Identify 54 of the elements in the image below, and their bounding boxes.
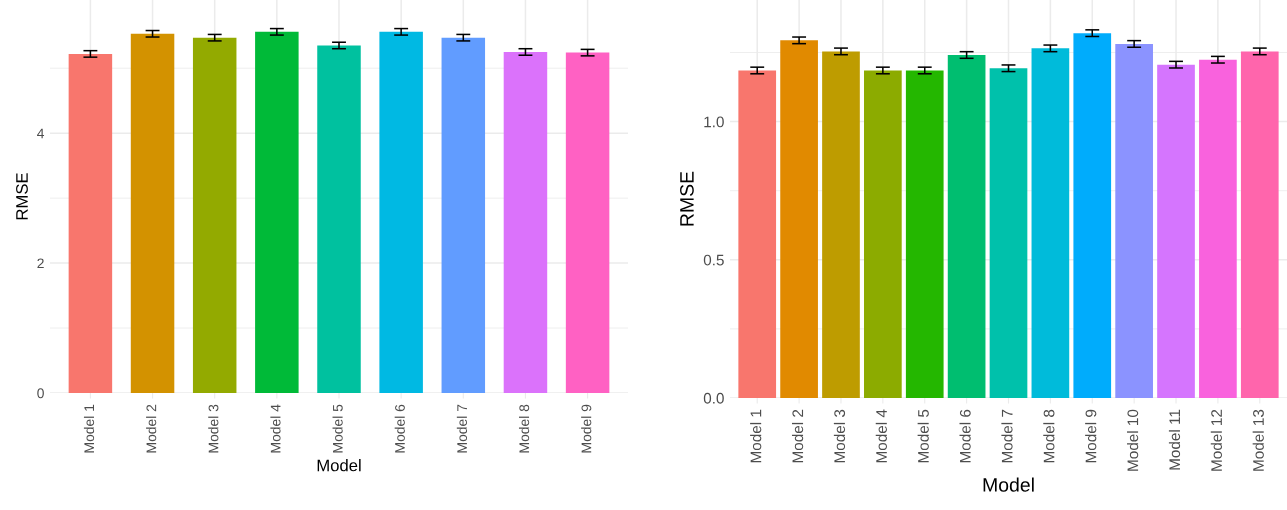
bar [947, 55, 986, 398]
bar [68, 53, 113, 393]
x-tick-label: Model 5 [917, 409, 929, 463]
bar [441, 37, 486, 393]
x-tick-label: Model 8 [518, 404, 530, 453]
bar [989, 68, 1028, 398]
x-tick-label: Model 8 [1043, 409, 1055, 463]
x-tick-label: Model 13 [1252, 409, 1264, 471]
x-tick-label: Model 10 [1127, 409, 1139, 471]
bar [822, 51, 860, 398]
y-tick-label: 1.0 [704, 116, 724, 128]
x-tick-label: Model 2 [146, 404, 157, 453]
bar [1031, 48, 1070, 398]
x-tick-label: Model 5 [332, 404, 343, 453]
y-tick-label: 4 [37, 128, 45, 139]
bar [738, 70, 777, 398]
bar [255, 31, 299, 393]
bar [1073, 33, 1112, 398]
x-tick-label: Model 6 [394, 404, 405, 453]
y-axis-title: RMSE [680, 171, 694, 226]
x-tick-label: Model 11 [1168, 409, 1181, 470]
bar [565, 52, 610, 393]
x-tick-label: Model 9 [1085, 409, 1097, 463]
y-tick-label: 0.5 [703, 254, 724, 266]
x-tick-label: Model 12 [1210, 409, 1222, 471]
bar [1115, 43, 1153, 398]
x-tick-label: Model 7 [1001, 409, 1013, 463]
bar [192, 37, 237, 393]
bar [317, 45, 361, 393]
bar [864, 70, 902, 398]
x-tick-label: Model 1 [750, 409, 762, 463]
bar [1240, 51, 1279, 398]
x-tick-label: Model 3 [208, 404, 219, 453]
x-tick-label: Model 4 [270, 404, 281, 453]
x-axis-title: Model [983, 477, 1034, 492]
x-tick-label: Model 3 [833, 409, 846, 463]
y-tick-label: 0 [37, 388, 44, 399]
bar [379, 31, 423, 393]
y-tick-label: 2 [37, 258, 44, 269]
x-axis-title: Model [317, 459, 361, 472]
bar [1157, 64, 1195, 398]
y-tick-label: 0.0 [703, 392, 724, 404]
x-tick-label: Model 6 [959, 409, 971, 463]
bar [503, 51, 548, 393]
y-axis-title: RMSE [16, 173, 28, 220]
bar [905, 70, 944, 398]
x-tick-label: Model 4 [875, 409, 887, 463]
bar [780, 40, 818, 398]
x-tick-label: Model 7 [456, 404, 468, 453]
x-tick-label: Model 2 [791, 409, 804, 463]
bar [1199, 59, 1237, 398]
x-tick-label: Model 9 [581, 404, 592, 453]
bar [130, 33, 175, 393]
x-tick-label: Model 1 [83, 404, 95, 453]
